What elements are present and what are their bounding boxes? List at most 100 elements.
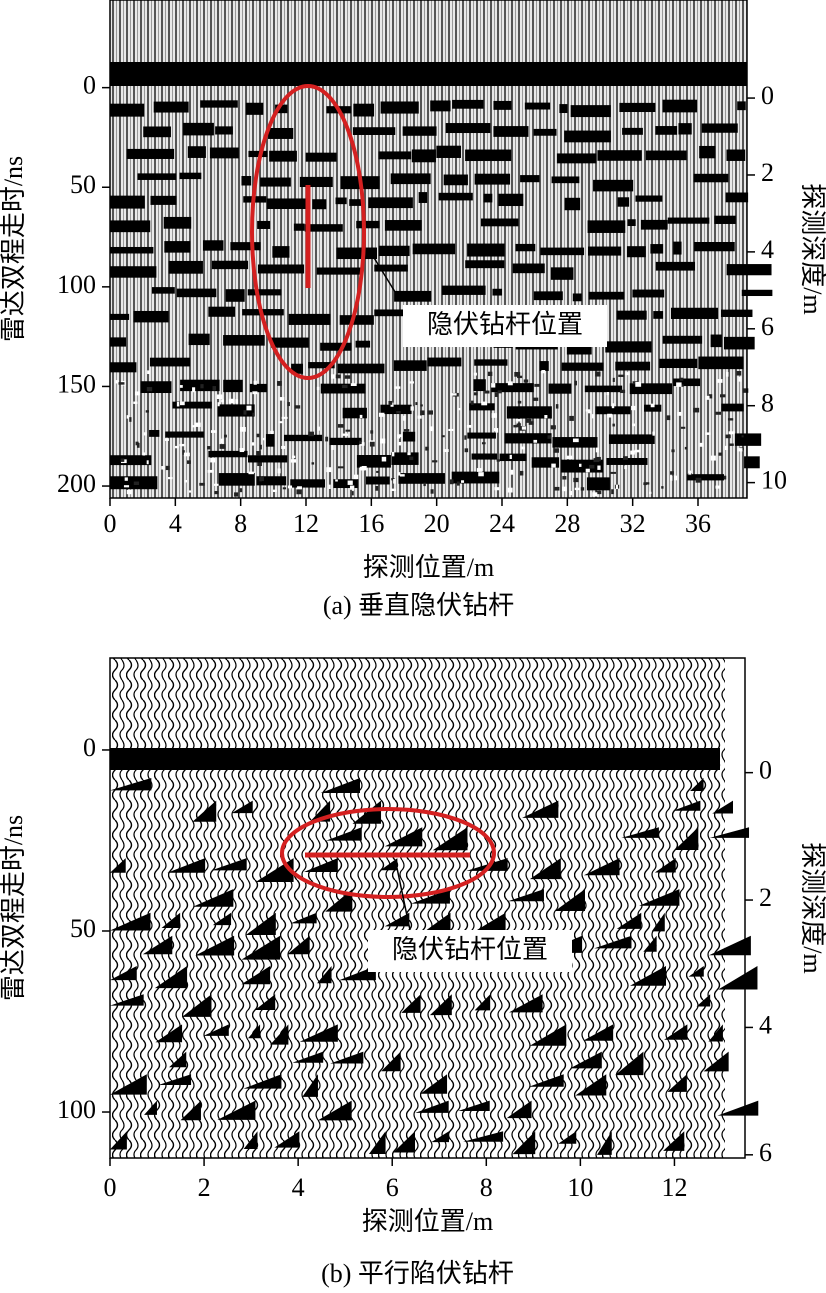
speckle <box>325 436 329 442</box>
speckle <box>370 430 374 434</box>
speckle <box>272 489 277 493</box>
reflection <box>550 267 574 280</box>
reflection <box>726 264 772 276</box>
reflection <box>247 1024 261 1039</box>
reflection <box>696 994 711 1007</box>
speckle <box>597 465 601 470</box>
highlight-ellipse <box>280 807 496 899</box>
speckle <box>251 442 255 446</box>
reflection <box>268 127 294 139</box>
speckle <box>528 421 534 425</box>
reflection <box>110 455 152 466</box>
reflection <box>466 858 508 871</box>
speckle <box>674 475 678 481</box>
speckle <box>737 448 743 452</box>
speckle <box>347 480 353 485</box>
speckle <box>391 478 395 481</box>
reflection <box>595 406 631 415</box>
reflection <box>593 179 634 192</box>
reflection <box>572 293 582 302</box>
speckle <box>693 407 700 413</box>
speckle <box>496 459 501 462</box>
y2-tick-label: 6 <box>759 1138 772 1167</box>
reflection <box>320 383 366 394</box>
y-tick-label: 100 <box>57 270 96 299</box>
speckle <box>624 465 627 470</box>
reflection <box>524 102 551 110</box>
reflection <box>287 935 310 955</box>
y-tick-label: 50 <box>70 170 96 199</box>
speckle <box>591 414 594 419</box>
speckle <box>566 455 573 460</box>
reflection <box>326 827 362 841</box>
speckle <box>408 381 414 384</box>
speckle <box>671 449 675 453</box>
reflection <box>569 1051 602 1069</box>
reflection <box>167 858 206 873</box>
reflection <box>548 383 572 394</box>
speckle <box>496 428 499 433</box>
speckle <box>509 454 512 459</box>
speckle <box>595 490 602 495</box>
reflection <box>721 403 744 412</box>
speckle <box>550 425 556 430</box>
speckle <box>715 411 722 415</box>
speckle <box>316 386 320 391</box>
reflection <box>651 912 665 932</box>
speckle <box>381 456 387 462</box>
reflection <box>266 198 309 210</box>
reflection <box>734 433 762 446</box>
reflection <box>330 1051 364 1064</box>
speckle <box>680 384 684 387</box>
reflection <box>352 800 382 824</box>
reflection <box>144 1100 157 1115</box>
annotation-box <box>368 930 572 972</box>
x-tick-label: 12 <box>293 509 319 538</box>
speckle <box>353 474 359 480</box>
reflection <box>293 223 305 231</box>
speckle <box>631 405 636 411</box>
speckle <box>397 434 403 438</box>
reflection <box>336 247 377 260</box>
speckle <box>533 439 538 443</box>
reflection <box>355 340 371 348</box>
reflection <box>587 220 626 233</box>
reflection <box>272 246 290 258</box>
speckle <box>718 452 723 456</box>
speckle <box>513 424 517 428</box>
speckle <box>228 398 235 404</box>
y-tick-label: 0 <box>83 71 96 100</box>
reflection <box>498 193 524 207</box>
speckle <box>684 446 687 450</box>
reflection <box>471 453 498 460</box>
reflection <box>491 383 534 393</box>
speckle <box>146 387 153 392</box>
reflection <box>256 476 287 486</box>
reflection <box>391 452 419 465</box>
speckle <box>688 470 692 475</box>
speckle <box>456 481 460 486</box>
reflection <box>458 1100 490 1111</box>
speckle <box>359 414 363 419</box>
speckle <box>595 371 601 377</box>
speckle <box>409 456 414 461</box>
speckle <box>708 394 713 399</box>
reflection <box>402 126 437 136</box>
reflection <box>594 935 632 949</box>
reflection <box>621 827 659 838</box>
speckle <box>738 376 742 382</box>
reflection <box>718 965 758 990</box>
speckle <box>219 444 226 449</box>
reflection <box>110 778 152 791</box>
reflection <box>452 99 484 109</box>
reflection <box>616 912 642 929</box>
speckle <box>458 407 461 411</box>
speckle <box>514 371 521 377</box>
reflection <box>378 151 412 160</box>
reflection <box>180 379 220 392</box>
speckle <box>585 409 591 412</box>
reflection <box>209 147 239 159</box>
speckle <box>423 482 426 487</box>
speckle <box>192 425 196 428</box>
reflection <box>290 912 317 924</box>
